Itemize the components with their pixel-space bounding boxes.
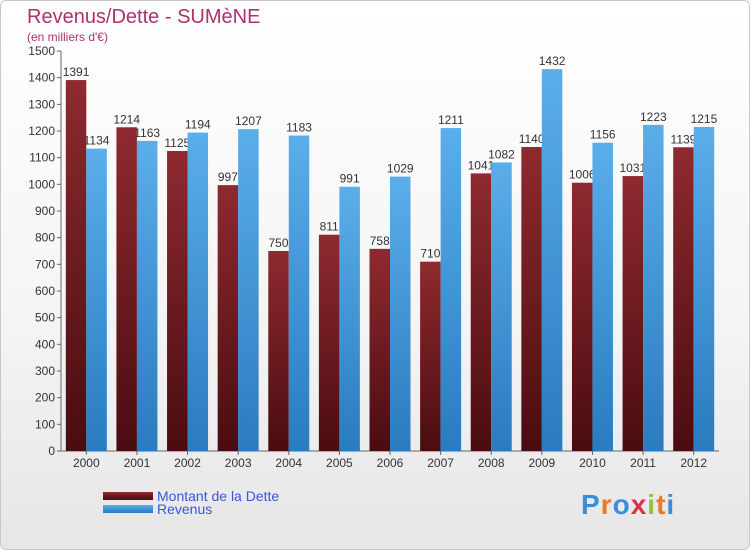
data-label-revenus: 1432 xyxy=(539,54,566,68)
data-label-revenus: 1194 xyxy=(185,118,211,132)
x-tick-label: 2009 xyxy=(528,456,555,470)
bar-dette xyxy=(369,248,390,451)
y-tick-label: 900 xyxy=(35,204,55,218)
data-label-revenus: 1163 xyxy=(134,126,160,140)
bar-dette xyxy=(470,173,492,451)
bar-revenus xyxy=(592,142,613,451)
y-tick-label: 100 xyxy=(35,417,55,431)
bar-revenus xyxy=(238,129,259,451)
logo-letter: i xyxy=(666,489,676,520)
x-tick-label: 2011 xyxy=(630,456,656,470)
x-tick-label: 2007 xyxy=(427,456,454,470)
data-label-dette: 710 xyxy=(420,247,440,261)
bar-dette xyxy=(673,147,694,451)
logo-letter: P xyxy=(581,489,601,520)
legend-label-debt: Montant de la Dette xyxy=(157,488,280,504)
legend-swatch-revenus xyxy=(103,505,153,513)
bar-dette xyxy=(571,182,593,451)
x-tick-label: 2004 xyxy=(275,456,302,470)
y-tick-label: 600 xyxy=(35,284,55,298)
y-tick-label: 800 xyxy=(35,231,55,245)
bar-revenus xyxy=(136,140,158,451)
y-tick-label: 1000 xyxy=(28,177,55,191)
y-tick-label: 1400 xyxy=(28,71,55,85)
data-label-revenus: 1183 xyxy=(286,121,312,135)
bar-revenus xyxy=(491,162,512,451)
x-tick-label: 2000 xyxy=(73,456,100,470)
logo-letter: x xyxy=(630,489,648,520)
data-label-dette: 750 xyxy=(269,236,289,250)
data-label-dette: 758 xyxy=(370,234,390,248)
data-label-dette: 1041 xyxy=(468,158,495,172)
data-label-revenus: 1207 xyxy=(235,114,262,128)
logo-letter: r xyxy=(600,489,613,520)
data-label-revenus: 1156 xyxy=(590,128,616,142)
data-label-revenus: 1082 xyxy=(488,147,515,161)
bar-dette xyxy=(521,147,542,451)
legend-swatch-debt xyxy=(103,492,153,500)
bar-dette xyxy=(217,185,239,451)
x-tick-label: 2002 xyxy=(174,456,201,470)
data-label-dette: 1140 xyxy=(519,132,545,146)
data-label-revenus: 1134 xyxy=(84,134,110,148)
logo-letter: t xyxy=(656,489,667,520)
data-label-revenus: 1223 xyxy=(640,110,667,124)
y-tick-label: 1500 xyxy=(28,44,55,58)
data-label-revenus: 1215 xyxy=(691,112,718,126)
bar-revenus xyxy=(693,127,715,451)
y-tick-label: 1200 xyxy=(28,124,55,138)
y-tick-label: 0 xyxy=(48,444,55,458)
data-label-revenus: 1029 xyxy=(387,162,414,176)
bar-revenus xyxy=(541,69,563,451)
x-tick-label: 2005 xyxy=(326,456,353,470)
bar-dette xyxy=(318,234,340,451)
data-label-dette: 1125 xyxy=(164,136,190,150)
x-tick-label: 2008 xyxy=(478,456,505,470)
data-label-dette: 1006 xyxy=(569,168,596,182)
legend-label-revenus: Revenus xyxy=(157,501,213,517)
y-tick-label: 1100 xyxy=(29,151,55,165)
legend-item-revenus: Revenus xyxy=(103,501,212,517)
x-tick-label: 2012 xyxy=(680,456,707,470)
data-label-dette: 1391 xyxy=(63,65,90,79)
logo-letter: i xyxy=(647,489,657,520)
y-tick-label: 1300 xyxy=(28,97,55,111)
logo-letter: o xyxy=(612,489,631,520)
x-tick-label: 2001 xyxy=(124,456,151,470)
bar-dette xyxy=(116,127,137,452)
x-tick-label: 2003 xyxy=(225,456,252,470)
bar-revenus xyxy=(86,148,107,451)
bar-dette xyxy=(268,251,289,451)
bar-dette xyxy=(622,176,644,452)
data-label-dette: 997 xyxy=(218,170,238,184)
data-label-revenus: 1211 xyxy=(438,113,464,127)
y-tick-label: 700 xyxy=(35,257,55,271)
bar-dette xyxy=(65,80,87,452)
chart-title: Revenus/Dette - SUMèNE xyxy=(27,6,261,28)
x-tick-label: 2006 xyxy=(377,456,404,470)
bar-revenus xyxy=(643,124,664,451)
bar-dette xyxy=(420,261,441,451)
data-label-dette: 1139 xyxy=(671,132,697,146)
bar-revenus xyxy=(440,128,462,452)
y-tick-label: 300 xyxy=(35,364,55,378)
proxiti-logo: Proxiti xyxy=(581,489,675,521)
bar-dette xyxy=(167,151,188,451)
data-label-dette: 1214 xyxy=(113,112,140,126)
bar-revenus xyxy=(288,135,310,452)
x-tick-label: 2010 xyxy=(579,456,606,470)
bar-revenus xyxy=(187,132,209,451)
y-tick-label: 200 xyxy=(35,391,55,405)
legend-item-debt: Montant de la Dette xyxy=(103,488,279,504)
y-tick-label: 500 xyxy=(35,311,55,325)
bar-revenus xyxy=(339,186,360,451)
y-tick-label: 400 xyxy=(35,337,55,351)
chart-subtitle: (en milliers d'€) xyxy=(27,30,108,44)
bar-revenus xyxy=(390,176,411,451)
data-label-dette: 1031 xyxy=(619,161,646,175)
data-label-revenus: 991 xyxy=(340,172,360,186)
data-label-dette: 811 xyxy=(320,220,339,234)
